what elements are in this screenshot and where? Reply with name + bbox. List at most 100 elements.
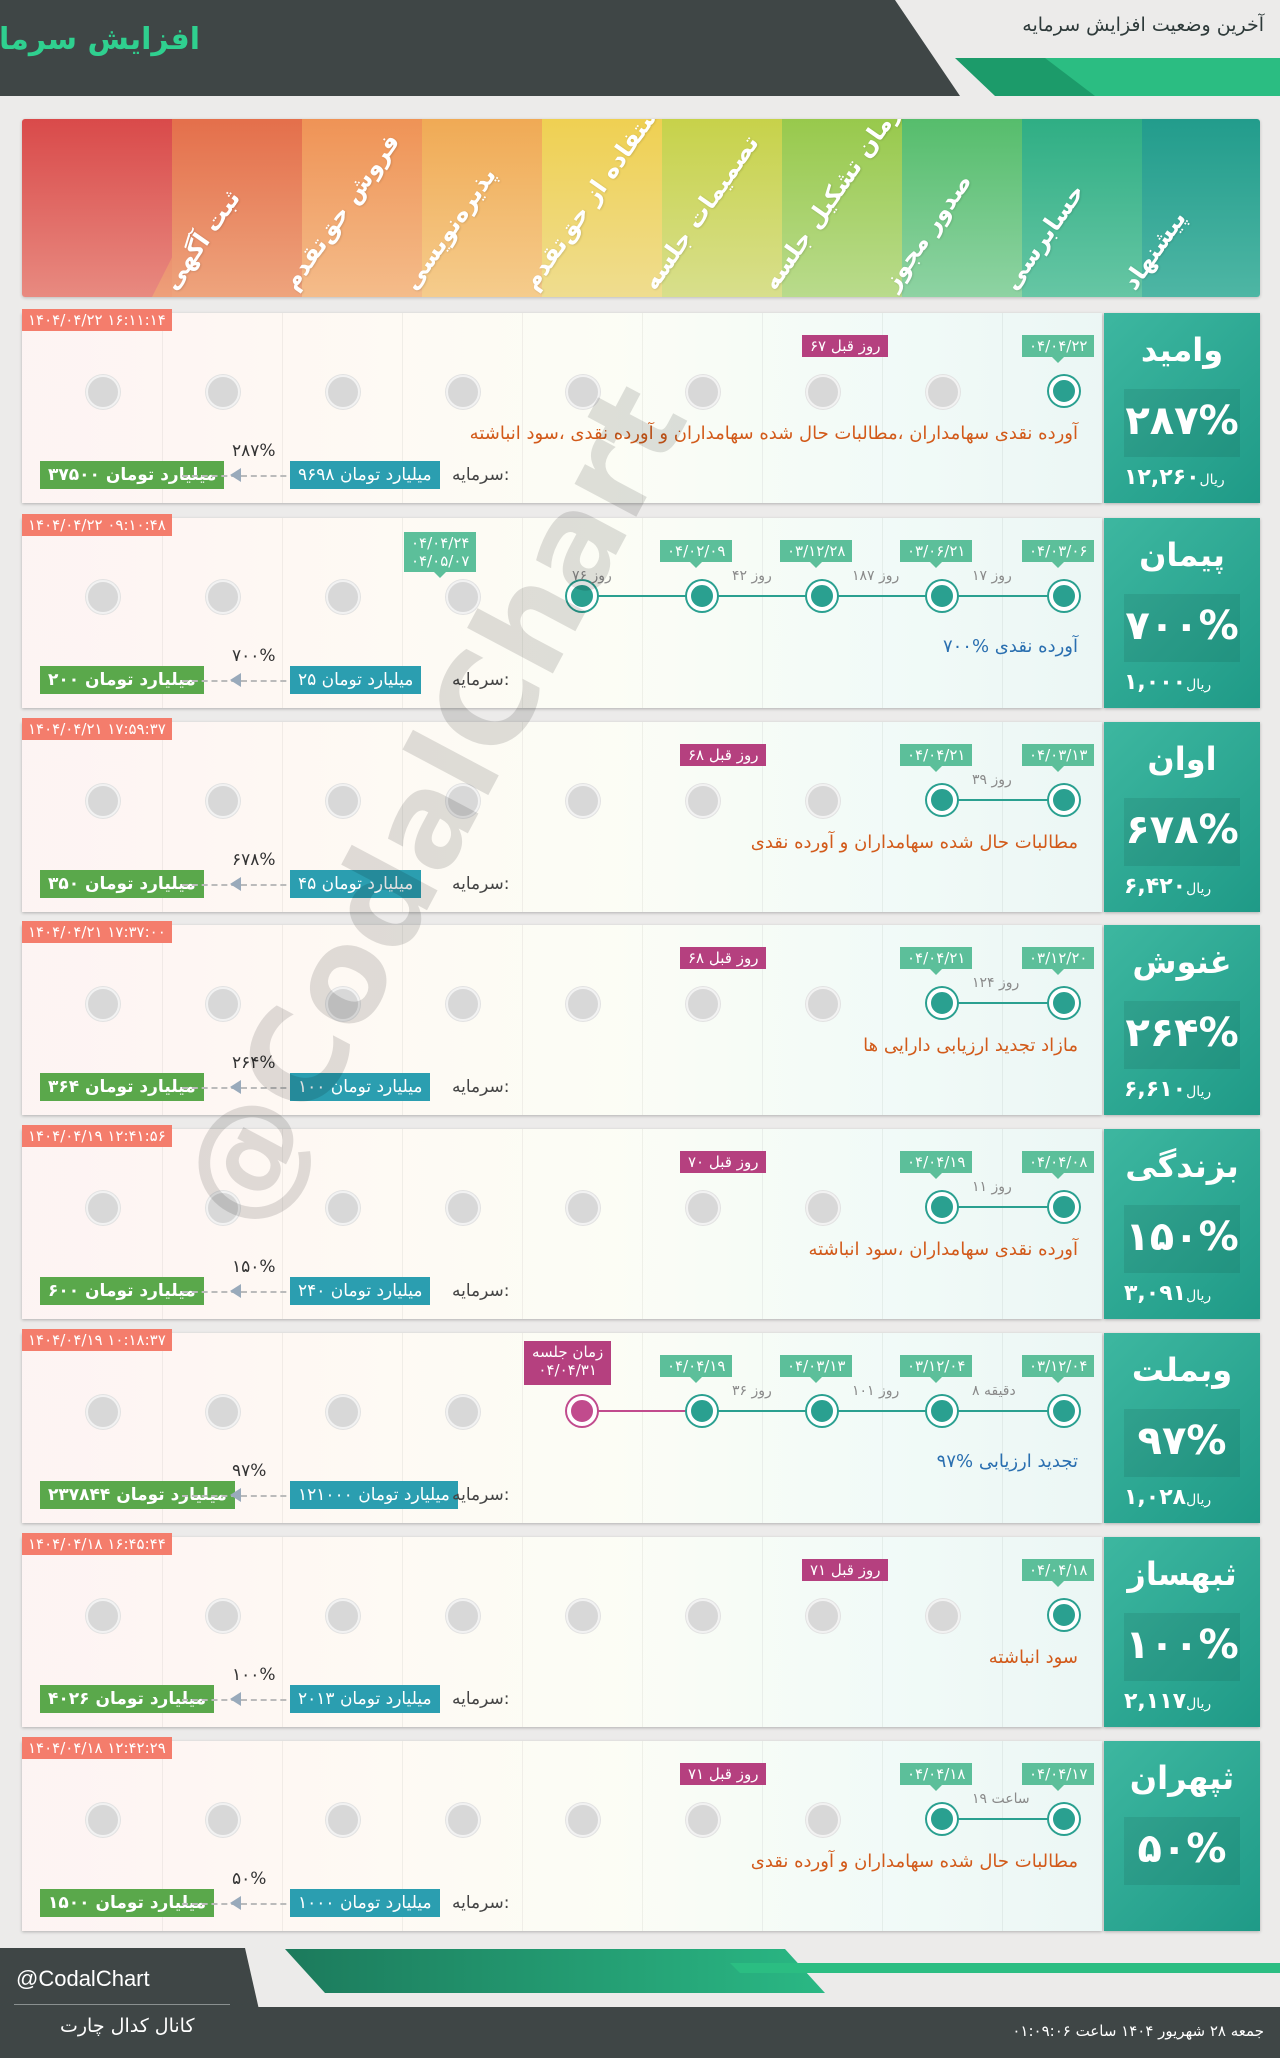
stage-dot	[86, 1191, 120, 1225]
stage-dot	[326, 1599, 360, 1633]
column-divider	[162, 1129, 163, 1319]
timestamp-badge: ۱۴۰۴/۰۴/۱۹ ۱۰:۱۸:۳۷	[22, 1329, 172, 1351]
column-divider	[402, 518, 403, 708]
column-divider	[522, 1333, 523, 1523]
timeline-line	[942, 799, 1064, 801]
column-divider	[402, 1333, 403, 1523]
company-name[interactable]: پیمان	[1139, 536, 1225, 574]
share-price: ۱,۰۲۸ریال	[1124, 1485, 1211, 1510]
gap-label: ۳۹ روز	[972, 772, 1012, 788]
increase-percent: ۱۰۰%	[232, 1665, 276, 1685]
stage-dot	[86, 1803, 120, 1837]
stage-dot-active	[1049, 376, 1079, 406]
column-divider	[1002, 1741, 1003, 1931]
stage-dot	[326, 1191, 360, 1225]
increase-percent: ۹۷%	[232, 1461, 267, 1481]
column-divider	[642, 1537, 643, 1727]
price-value: ۱,۰۲۸	[1124, 1485, 1187, 1510]
date-tag: ۰۴/۰۴/۱۹	[900, 1151, 973, 1179]
days-ago-tag: ۷۱ روز قبل	[680, 1763, 767, 1785]
increase-percent-large: ۲۶۴%	[1125, 1010, 1239, 1056]
stage-dot-active	[687, 1396, 717, 1426]
current-capital: ۱۰۰۰ میلیارد تومان	[290, 1889, 440, 1917]
increase-arrow	[230, 1488, 241, 1502]
stage-dot	[446, 1803, 480, 1837]
company-summary[interactable]: پیمان ۷۰۰% ۱,۰۰۰ریال	[1104, 518, 1260, 708]
stage-dot	[326, 1395, 360, 1429]
date-tag: ۰۳/۱۲/۲۰	[1022, 947, 1095, 975]
stage-band-10	[1142, 119, 1260, 297]
increase-percent: ۵۰%	[232, 1869, 267, 1889]
increase-arrow	[230, 1692, 241, 1706]
price-value: ۱,۰۰۰	[1124, 670, 1187, 695]
capital-label: سرمایه:	[452, 1485, 510, 1505]
date-tag: ۰۳/۰۶/۲۱	[900, 540, 973, 568]
meeting-dot	[567, 1396, 597, 1426]
gap-label: ۱۷ روز	[972, 568, 1012, 584]
date-tag: ۰۳/۱۲/۰۴	[900, 1355, 973, 1383]
capital-source-description: مطالبات حال شده سهامداران و آورده نقدی	[750, 832, 1078, 853]
gap-label: ۴۲ روز	[732, 568, 772, 584]
stage-dot-active	[1049, 1396, 1079, 1426]
company-summary[interactable]: ثبهساز ۱۰۰% ۲,۱۱۷ریال	[1104, 1537, 1260, 1727]
timestamp-badge: ۱۴۰۴/۰۴/۲۱ ۱۷:۵۹:۳۷	[22, 718, 172, 740]
price-value: ۶,۴۲۰	[1124, 874, 1187, 899]
increase-percent-large: ۲۸۷%	[1125, 398, 1239, 444]
stage-band-1	[22, 119, 172, 297]
column-divider	[762, 925, 763, 1115]
stage-dot-active	[1049, 1600, 1079, 1630]
capital-source-description: مازاد تجدید ارزیابی دارایی ها	[863, 1035, 1078, 1056]
stage-dot	[326, 987, 360, 1021]
company-name[interactable]: ثبهساز	[1127, 1555, 1237, 1593]
price-value: ۶,۶۱۰	[1124, 1077, 1187, 1102]
company-card: ۰۴/۰۴/۱۷ ۰۴/۰۴/۱۸ ۷۱ روز قبل ۱۹ ساعت مطالبات…	[22, 1741, 1102, 1931]
company-summary[interactable]: بزندگی ۱۵۰% ۳,۰۹۱ریال	[1104, 1129, 1260, 1319]
column-divider	[162, 925, 163, 1115]
date-tag: ۰۴/۰۴/۱۸	[1022, 1559, 1095, 1587]
date-tag: ۰۴/۰۴/۲۱	[900, 744, 973, 772]
company-name[interactable]: اوان	[1147, 740, 1217, 778]
stage-dot	[206, 1191, 240, 1225]
company-name[interactable]: وامید	[1140, 331, 1224, 369]
company-name[interactable]: غنوش	[1132, 943, 1232, 981]
increase-percent: ۷۰۰%	[232, 646, 276, 666]
company-summary[interactable]: اوان ۶۷۸% ۶,۴۲۰ریال	[1104, 722, 1260, 912]
stage-dot	[566, 784, 600, 818]
price-currency: ریال	[1186, 881, 1212, 897]
column-divider	[162, 722, 163, 912]
column-divider	[1002, 1537, 1003, 1727]
column-divider	[282, 1537, 283, 1727]
increase-arrow	[230, 673, 241, 687]
stage-dot	[806, 1803, 840, 1837]
stage-dot-active	[927, 581, 957, 611]
company-name[interactable]: ثپهران	[1129, 1759, 1235, 1797]
company-summary[interactable]: وامید ۲۸۷% ۱۲,۲۶۰ریال	[1104, 313, 1260, 503]
company-summary[interactable]: ثپهران ۵۰%	[1104, 1741, 1260, 1931]
column-divider	[1002, 1129, 1003, 1319]
footer-handle[interactable]: @CodalChart	[16, 1966, 150, 1991]
stage-band-5	[542, 119, 662, 297]
company-name[interactable]: بزندگی	[1125, 1147, 1239, 1185]
timestamp-badge: ۱۴۰۴/۰۴/۱۹ ۱۲:۴۱:۵۶	[22, 1125, 172, 1147]
column-divider	[642, 313, 643, 503]
company-name[interactable]: وبملت	[1131, 1351, 1233, 1389]
increase-percent: ۶۷۸%	[232, 850, 276, 870]
price-currency: ریال	[1186, 1696, 1212, 1712]
stage-dot	[206, 987, 240, 1021]
stage-dot	[206, 1395, 240, 1429]
column-divider	[282, 925, 283, 1115]
company-summary[interactable]: غنوش ۲۶۴% ۶,۶۱۰ریال	[1104, 925, 1260, 1115]
capital-dash-line	[182, 1495, 306, 1497]
column-divider	[522, 722, 523, 912]
stage-dot	[686, 1191, 720, 1225]
company-summary[interactable]: وبملت ۹۷% ۱,۰۲۸ریال	[1104, 1333, 1260, 1523]
stage-dot	[446, 784, 480, 818]
stage-dot-active	[927, 1804, 957, 1834]
stage-band-6	[662, 119, 782, 297]
days-ago-tag: ۶۸ روز قبل	[680, 744, 767, 766]
column-divider	[402, 925, 403, 1115]
gap-label: ۱۹ ساعت	[972, 1791, 1030, 1807]
date-tag: ۰۴/۰۳/۱۳	[780, 1355, 853, 1383]
column-divider	[1002, 925, 1003, 1115]
stage-dot-active	[1049, 581, 1079, 611]
